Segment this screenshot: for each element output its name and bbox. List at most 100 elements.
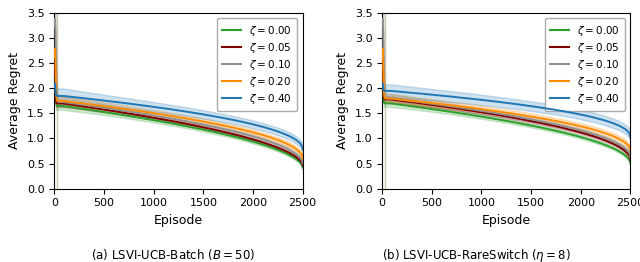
$\zeta = 0.20$ [66, 100, 74, 103]
Line: $\zeta = 0.20$: $\zeta = 0.20$ [54, 49, 303, 159]
Line: $\zeta = 0.00$: $\zeta = 0.00$ [382, 64, 630, 163]
$\zeta = 0.40$ [51, 85, 58, 88]
$\zeta = 0.20$ [394, 98, 401, 101]
Line: $\zeta = 0.40$: $\zeta = 0.40$ [54, 84, 303, 150]
$\zeta = 0.40$ [209, 114, 217, 118]
$\zeta = 0.10$ [529, 118, 537, 121]
$\zeta = 0.00$ [51, 62, 59, 66]
$\zeta = 0.10$ [239, 132, 247, 135]
$\zeta = 0.00$ [394, 103, 401, 106]
$\zeta = 0.40$ [265, 127, 273, 130]
$\zeta = 0.20$ [239, 128, 247, 131]
$\zeta = 0.40$ [627, 136, 634, 139]
Line: $\zeta = 0.05$: $\zeta = 0.05$ [54, 64, 303, 166]
$\zeta = 0.20$ [523, 114, 531, 117]
$\zeta = 0.05$ [567, 128, 575, 132]
$\zeta = 0.05$ [299, 164, 307, 167]
$\zeta = 0.10$ [51, 24, 58, 28]
$\zeta = 0.05$ [51, 72, 58, 75]
$\zeta = 0.05$ [593, 136, 600, 139]
$\zeta = 0.40$ [394, 90, 401, 93]
$\zeta = 0.10$ [394, 98, 401, 101]
$\zeta = 0.20$ [627, 149, 634, 152]
$\zeta = 0.10$ [593, 133, 600, 137]
$\zeta = 0.05$ [239, 135, 247, 138]
$\zeta = 0.10$ [379, 17, 387, 20]
X-axis label: Episode: Episode [154, 214, 203, 227]
$\zeta = 0.20$ [299, 157, 307, 160]
$\zeta = 0.00$ [567, 133, 575, 136]
$\zeta = 0.00$ [537, 126, 545, 129]
$\zeta = 0.10$ [567, 126, 575, 129]
$\zeta = 0.40$ [202, 113, 209, 116]
$\zeta = 0.05$ [378, 71, 386, 74]
$\zeta = 0.10$ [378, 24, 386, 27]
$\zeta = 0.05$ [66, 103, 74, 106]
$\zeta = 0.20$ [195, 119, 203, 122]
$\zeta = 0.20$ [202, 120, 209, 123]
$\zeta = 0.00$ [593, 140, 600, 143]
$\zeta = 0.00$ [529, 124, 537, 128]
$\zeta = 0.20$ [378, 55, 386, 58]
$\zeta = 0.00$ [209, 130, 217, 133]
Legend: $\zeta = 0.00$, $\zeta = 0.05$, $\zeta = 0.10$, $\zeta = 0.20$, $\zeta = 0.40$: $\zeta = 0.00$, $\zeta = 0.05$, $\zeta =… [217, 18, 298, 111]
Text: (b) LSVI-UCB-RareSwitch ($\eta = 8$): (b) LSVI-UCB-RareSwitch ($\eta = 8$) [383, 247, 571, 262]
$\zeta = 0.20$ [529, 115, 537, 118]
$\zeta = 0.05$ [627, 159, 634, 162]
$\zeta = 0.20$ [593, 129, 600, 132]
Y-axis label: Average Regret: Average Regret [8, 52, 21, 149]
Line: $\zeta = 0.10$: $\zeta = 0.10$ [382, 19, 630, 157]
Line: $\zeta = 0.05$: $\zeta = 0.05$ [382, 64, 630, 160]
Line: $\zeta = 0.20$: $\zeta = 0.20$ [382, 49, 630, 151]
$\zeta = 0.40$ [195, 112, 203, 115]
$\zeta = 0.00$ [378, 72, 386, 75]
$\zeta = 0.00$ [239, 137, 247, 140]
$\zeta = 0.00$ [202, 128, 209, 132]
$\zeta = 0.10$ [202, 123, 209, 127]
X-axis label: Episode: Episode [482, 214, 531, 227]
$\zeta = 0.00$ [299, 166, 307, 169]
$\zeta = 0.00$ [195, 127, 203, 130]
$\zeta = 0.05$ [529, 120, 537, 123]
$\zeta = 0.10$ [66, 101, 74, 105]
$\zeta = 0.20$ [537, 117, 545, 120]
$\zeta = 0.05$ [265, 143, 273, 146]
$\zeta = 0.05$ [51, 62, 59, 66]
$\zeta = 0.40$ [239, 121, 247, 124]
$\zeta = 0.40$ [51, 82, 59, 85]
$\zeta = 0.20$ [265, 135, 273, 138]
Line: $\zeta = 0.00$: $\zeta = 0.00$ [54, 64, 303, 168]
$\zeta = 0.20$ [567, 122, 575, 125]
$\zeta = 0.00$ [265, 145, 273, 148]
$\zeta = 0.10$ [523, 117, 531, 120]
Text: (a) LSVI-UCB-Batch ($B = 50$): (a) LSVI-UCB-Batch ($B = 50$) [91, 247, 255, 262]
$\zeta = 0.00$ [379, 62, 387, 66]
$\zeta = 0.40$ [299, 148, 307, 151]
$\zeta = 0.20$ [51, 47, 59, 50]
$\zeta = 0.05$ [379, 62, 387, 65]
$\zeta = 0.10$ [51, 17, 59, 20]
$\zeta = 0.20$ [379, 47, 387, 50]
$\zeta = 0.40$ [378, 84, 386, 87]
$\zeta = 0.05$ [209, 128, 217, 131]
$\zeta = 0.40$ [379, 82, 387, 85]
$\zeta = 0.10$ [299, 162, 307, 165]
$\zeta = 0.10$ [195, 122, 203, 125]
$\zeta = 0.05$ [394, 99, 401, 102]
$\zeta = 0.05$ [202, 126, 209, 129]
$\zeta = 0.40$ [593, 117, 600, 120]
$\zeta = 0.40$ [523, 104, 531, 107]
$\zeta = 0.05$ [195, 125, 203, 128]
$\zeta = 0.10$ [265, 140, 273, 143]
$\zeta = 0.10$ [209, 125, 217, 128]
$\zeta = 0.40$ [66, 95, 74, 98]
$\zeta = 0.00$ [523, 123, 531, 126]
$\zeta = 0.40$ [567, 111, 575, 114]
$\zeta = 0.20$ [51, 55, 58, 58]
Line: $\zeta = 0.40$: $\zeta = 0.40$ [382, 83, 630, 138]
$\zeta = 0.10$ [627, 155, 634, 159]
$\zeta = 0.05$ [537, 121, 545, 124]
$\zeta = 0.40$ [529, 105, 537, 108]
Legend: $\zeta = 0.00$, $\zeta = 0.05$, $\zeta = 0.10$, $\zeta = 0.20$, $\zeta = 0.40$: $\zeta = 0.00$, $\zeta = 0.05$, $\zeta =… [545, 18, 625, 111]
$\zeta = 0.20$ [209, 122, 217, 125]
